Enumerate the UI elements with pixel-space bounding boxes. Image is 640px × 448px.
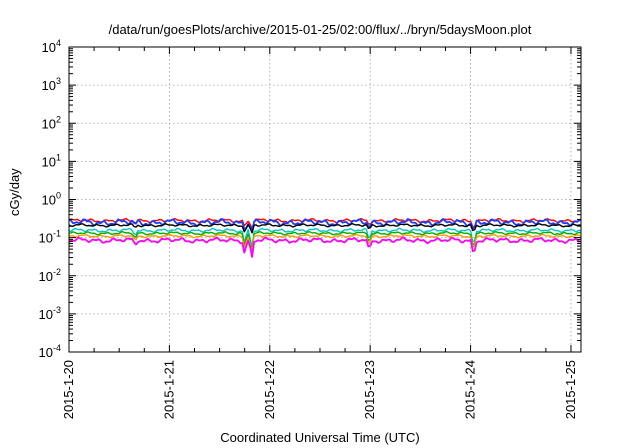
y-tick-label: 101 [42, 152, 61, 169]
x-tick-label: 2015-1-23 [362, 360, 377, 419]
series-line-7 [68, 236, 582, 258]
x-tick-label: 2015-1-21 [161, 360, 176, 419]
chart-title: /data/run/goesPlots/archive/2015-01-25/0… [108, 22, 532, 37]
x-tick-label: 2015-1-25 [563, 360, 578, 419]
x-axis-label: Coordinated Universal Time (UTC) [220, 430, 420, 445]
y-tick-label: 10-2 [39, 267, 61, 284]
y-tick-label: 100 [42, 191, 61, 208]
series-line-2 [68, 217, 582, 232]
y-tick-label: 10-3 [39, 305, 61, 322]
y-tick-label: 103 [42, 76, 61, 93]
x-tick-label: 2015-1-22 [262, 360, 277, 419]
series-line-3 [68, 222, 582, 234]
series-line-6 [68, 233, 582, 254]
series-line-5 [68, 230, 582, 251]
axis-ticks: 10-4 10-3 10-2 10-1 100 101 102 103 104 2015-1-20… [39, 38, 581, 419]
y-tick-label: 104 [42, 38, 61, 55]
y-tick-label: 10-1 [39, 229, 61, 246]
series-line-4 [68, 227, 582, 249]
x-tick-label: 2015-1-20 [61, 360, 76, 419]
series-group [68, 217, 582, 258]
grid [69, 47, 581, 352]
y-tick-label: 102 [42, 114, 61, 131]
y-tick-label: 10-4 [39, 343, 61, 360]
x-tick-label: 2015-1-24 [463, 360, 478, 419]
